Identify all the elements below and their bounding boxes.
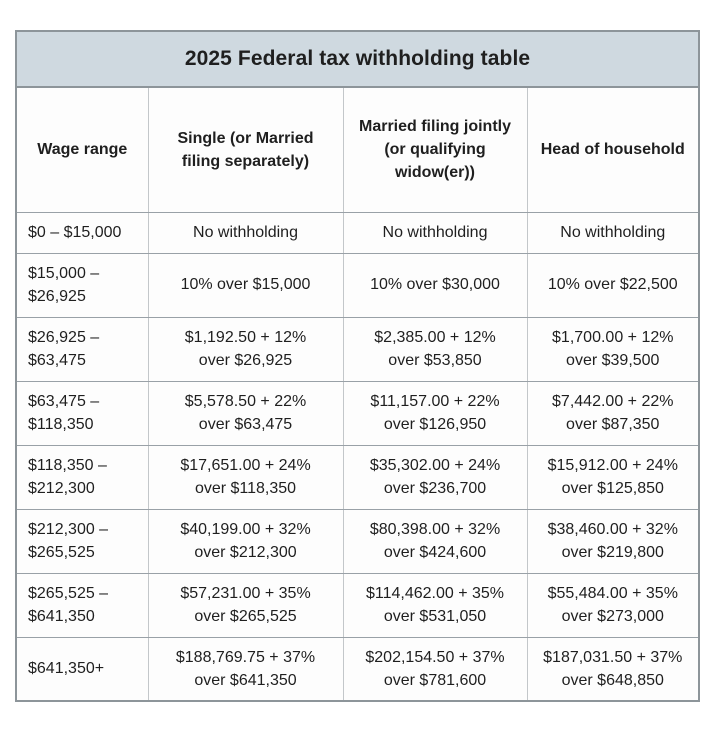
- table-row: $118,350 – $212,300 $17,651.00 + 24% over…: [15, 444, 700, 510]
- married-jointly-withholding-cell: 10% over $30,000: [342, 252, 528, 318]
- single-withholding-cell: $17,651.00 + 24% over $118,350: [147, 444, 344, 510]
- table-body: $0 – $15,000 No withholding No withholding…: [15, 211, 700, 702]
- header-row: Wage range Single (or Married filing sep…: [15, 86, 700, 213]
- single-withholding-cell: No withholding: [147, 211, 344, 254]
- tax-withholding-table: 2025 Federal tax withholding table Wage …: [15, 30, 701, 702]
- single-withholding-cell: $40,199.00 + 32% over $212,300: [147, 508, 344, 574]
- table-title: 2025 Federal tax withholding table: [15, 30, 700, 88]
- head-of-household-withholding-cell: 10% over $22,500: [526, 252, 700, 318]
- head-of-household-withholding-cell: $1,700.00 + 12% over $39,500: [526, 316, 700, 382]
- wage-range-cell: $15,000 – $26,925: [15, 252, 149, 318]
- head-of-household-withholding-cell: $7,442.00 + 22% over $87,350: [526, 380, 700, 446]
- table-row: $0 – $15,000 No withholding No withholding…: [15, 211, 700, 254]
- wage-range-cell: $0 – $15,000: [15, 211, 149, 254]
- table-row: $26,925 – $63,475 $1,192.50 + 12% over $2…: [15, 316, 700, 382]
- head-of-household-withholding-cell: $55,484.00 + 35% over $273,000: [526, 572, 700, 638]
- header-single-or-married-separately: Single (or Married filing separately): [147, 86, 344, 213]
- single-withholding-cell: $57,231.00 + 35% over $265,525: [147, 572, 344, 638]
- wage-range-cell: $26,925 – $63,475: [15, 316, 149, 382]
- married-jointly-withholding-cell: $11,157.00 + 22% over $126,950: [342, 380, 528, 446]
- header-head-of-household: Head of household: [526, 86, 700, 213]
- head-of-household-withholding-cell: $187,031.50 + 37% over $648,850: [526, 636, 700, 702]
- single-withholding-cell: $1,192.50 + 12% over $26,925: [147, 316, 344, 382]
- married-jointly-withholding-cell: $202,154.50 + 37% over $781,600: [342, 636, 528, 702]
- married-jointly-withholding-cell: $114,462.00 + 35% over $531,050: [342, 572, 528, 638]
- table-row: $641,350+ $188,769.75 + 37% over $641,350…: [15, 636, 700, 702]
- wage-range-cell: $212,300 – $265,525: [15, 508, 149, 574]
- title-row: 2025 Federal tax withholding table: [15, 30, 700, 88]
- single-withholding-cell: 10% over $15,000: [147, 252, 344, 318]
- table-row: $15,000 – $26,925 10% over $15,000 10% ove…: [15, 252, 700, 318]
- header-married-filing-jointly: Married filing jointly (or qualifying wi…: [342, 86, 528, 213]
- married-jointly-withholding-cell: $80,398.00 + 32% over $424,600: [342, 508, 528, 574]
- table-row: $212,300 – $265,525 $40,199.00 + 32% over…: [15, 508, 700, 574]
- married-jointly-withholding-cell: No withholding: [342, 211, 528, 254]
- wage-range-cell: $118,350 – $212,300: [15, 444, 149, 510]
- header-wage-range: Wage range: [15, 86, 149, 213]
- single-withholding-cell: $188,769.75 + 37% over $641,350: [147, 636, 344, 702]
- wage-range-cell: $63,475 – $118,350: [15, 380, 149, 446]
- head-of-household-withholding-cell: No withholding: [526, 211, 700, 254]
- head-of-household-withholding-cell: $38,460.00 + 32% over $219,800: [526, 508, 700, 574]
- table-row: $265,525 – $641,350 $57,231.00 + 35% over…: [15, 572, 700, 638]
- married-jointly-withholding-cell: $35,302.00 + 24% over $236,700: [342, 444, 528, 510]
- wage-range-cell: $265,525 – $641,350: [15, 572, 149, 638]
- single-withholding-cell: $5,578.50 + 22% over $63,475: [147, 380, 344, 446]
- wage-range-cell: $641,350+: [15, 636, 149, 702]
- head-of-household-withholding-cell: $15,912.00 + 24% over $125,850: [526, 444, 700, 510]
- table-row: $63,475 – $118,350 $5,578.50 + 22% over $…: [15, 380, 700, 446]
- married-jointly-withholding-cell: $2,385.00 + 12% over $53,850: [342, 316, 528, 382]
